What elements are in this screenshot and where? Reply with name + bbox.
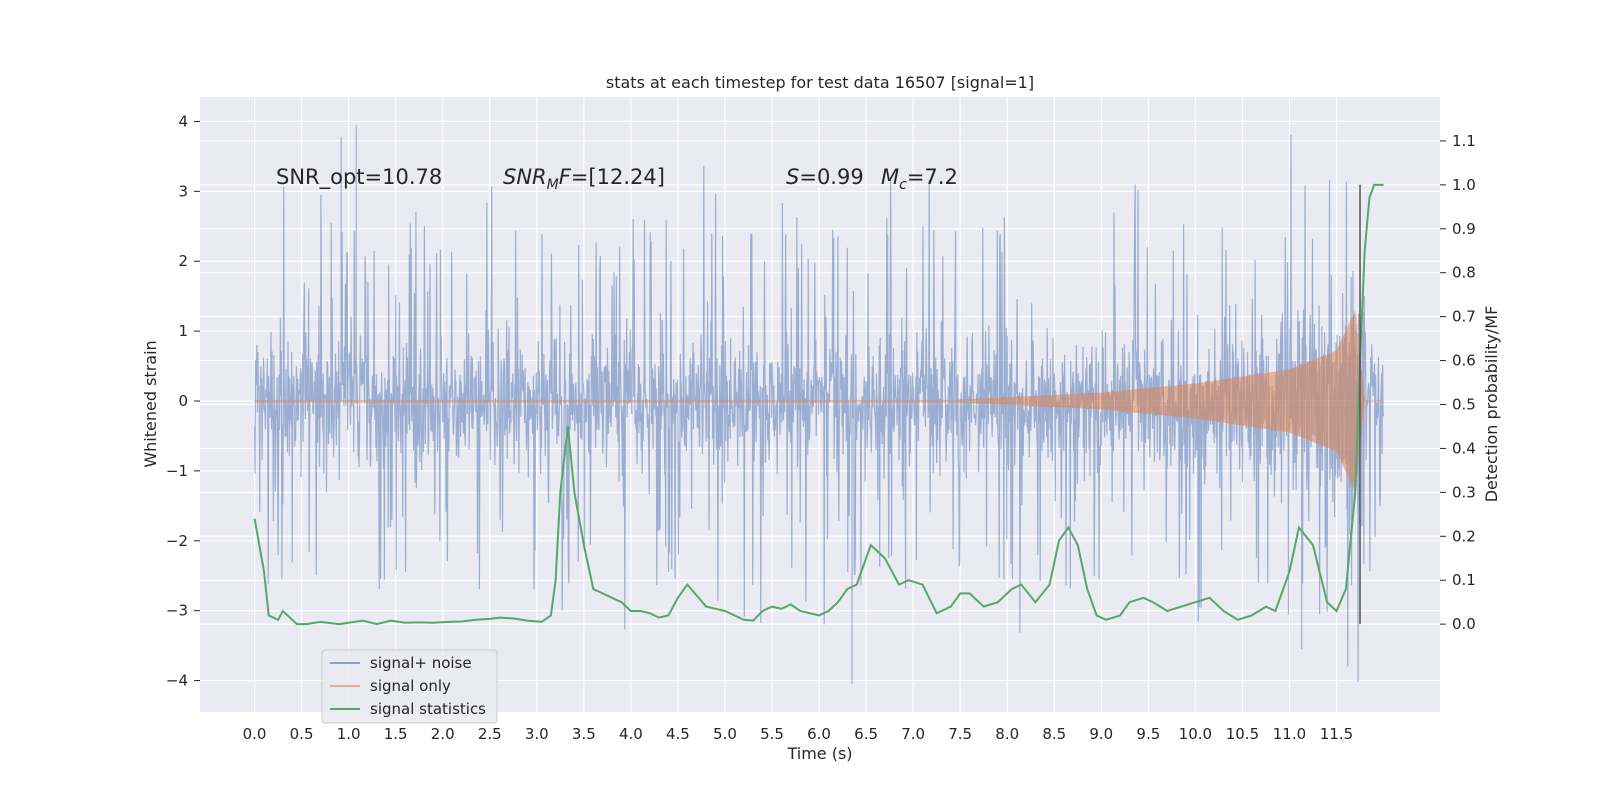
x-tick-label: 3.0 [525,725,549,743]
y-tick-label: −2 [166,532,188,550]
x-tick-label: 9.0 [1089,725,1113,743]
y-tick-label: 1 [178,322,188,340]
x-tick-label: 11.5 [1320,725,1353,743]
x-tick-label: 8.0 [995,725,1019,743]
y2-tick-label: 0.8 [1452,264,1476,282]
series-signal-statistics [253,183,1384,626]
x-tick-label: 6.0 [807,725,831,743]
series-signal-plus-noise [254,125,1385,684]
x-tick-label: 7.5 [948,725,972,743]
legend-label-signal-plus-noise: signal+ noise [370,654,472,672]
x-tick-label: 8.5 [1042,725,1066,743]
y2-tick-label: 0.5 [1452,396,1476,414]
x-tick-label: 5.0 [713,725,737,743]
x-tick-label: 2.5 [478,725,502,743]
legend-box [321,649,498,724]
annotation-snr-mf: SNRMF=[12.24] [503,165,665,193]
x-tick-label: 10.5 [1226,725,1259,743]
y-tick-label: −4 [166,672,188,690]
x-tick-label: 4.5 [666,725,690,743]
legend: signal+ noise signal only signal statist… [321,649,498,724]
y2-tick-label: 0.4 [1452,439,1476,457]
annotation-mc: Mc=7.2 [881,165,958,193]
x-tick-label: 11.0 [1273,725,1306,743]
x-tick-label: 1.5 [384,725,408,743]
x-tick-label: 2.0 [431,725,455,743]
x-axis-title: Time (s) [786,744,852,763]
y-tick-label: 0 [178,392,188,410]
y2-tick-label: 0.7 [1452,308,1476,326]
series-signal-only [254,311,1384,492]
y2-tick-label: 1.0 [1452,176,1476,194]
chart-title: stats at each timestep for test data 165… [606,73,1034,92]
y2-axis-ticks: 1.1 1.0 0.9 0.8 0.7 0.6 0.5 0.4 0.3 0.2 0.1 0.0 [1440,132,1476,633]
legend-label-signal-only: signal only [370,677,451,695]
y2-tick-label: 0.1 [1452,571,1476,589]
x-tick-label: 4.0 [619,725,643,743]
y-tick-label: 4 [178,112,188,130]
x-tick-label: 10.0 [1179,725,1212,743]
annotation-s: S=0.99 [786,165,864,189]
y2-axis-title: Detection probability/MF [1482,306,1501,503]
y2-tick-label: 0.6 [1452,352,1476,370]
y-tick-label: −3 [166,602,188,620]
annotation-snr-opt: SNR_opt=10.78 [276,165,442,190]
x-tick-label: 0.5 [290,725,314,743]
y-tick-label: 2 [178,252,188,270]
y2-tick-label: 1.1 [1452,132,1476,150]
x-tick-label: 1.0 [337,725,361,743]
y2-tick-label: 0.3 [1452,483,1476,501]
x-tick-label: 7.0 [901,725,925,743]
x-tick-label: 5.5 [760,725,784,743]
legend-label-signal-statistics: signal statistics [370,700,486,718]
y2-tick-label: 0.2 [1452,527,1476,545]
x-tick-label: 3.5 [572,725,596,743]
y2-tick-label: 0.9 [1452,220,1476,238]
y-tick-label: 3 [178,182,188,200]
y-axis-title: Whitened strain [141,340,160,467]
x-tick-label: 6.5 [854,725,878,743]
y2-tick-label: 0.0 [1452,615,1476,633]
y-tick-label: −1 [166,462,188,480]
x-tick-label: 0.0 [243,725,267,743]
x-axis-ticks: 0.0 0.5 1.0 1.5 2.0 2.5 3.0 3.5 4.0 4.5 5.0 5.5 6.0 6… [243,725,1354,743]
x-tick-label: 9.5 [1136,725,1160,743]
y-axis-ticks: 4 3 2 1 0 −1 −2 −3 −4 [166,112,200,690]
